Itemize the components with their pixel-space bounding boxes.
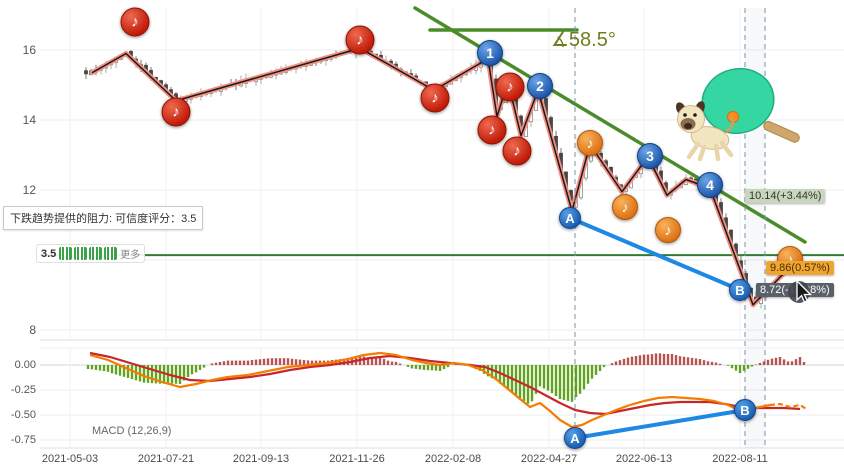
x-axis-tick-label: 2021-11-26 <box>329 453 385 465</box>
x-axis-tick-label: 2022-08-11 <box>712 453 768 465</box>
macd-point-badge-B[interactable]: B <box>734 399 756 421</box>
pattern-thumbnail-icon-4[interactable] <box>104 247 118 260</box>
macd-axis-tick-label: -0.25 <box>10 384 36 396</box>
pivot-note-badge-red-5[interactable]: ♪ <box>477 115 507 145</box>
price-tag-2: 9.86(0.57%) <box>766 261 834 275</box>
y-axis-tick-label: 16 <box>22 43 36 57</box>
x-axis-tick-label: 2022-04-27 <box>520 453 578 465</box>
pivot-note-badge-red-6[interactable]: ♪ <box>495 72 525 102</box>
x-axis-tick-label: 2021-09-13 <box>232 453 290 465</box>
pivot-note-badge-red-1[interactable]: ♪ <box>120 7 150 37</box>
mascot-dog-paddle-image <box>675 68 800 162</box>
pattern-thumbnail-icon-3[interactable] <box>89 247 103 260</box>
support-point-badge-B[interactable]: B <box>729 279 751 301</box>
trendline-touch-badge-2[interactable]: 2 <box>527 73 553 99</box>
pivot-note-badge-orange-1[interactable]: ♪ <box>577 130 603 156</box>
macd-point-badge-A[interactable]: A <box>564 427 586 449</box>
price-tag-1: 10.14(+3.44%) <box>745 189 826 203</box>
macd-axis-tick-label: -0.75 <box>10 434 36 446</box>
resistance-tooltip: 下跌趋势提供的阻力: 可信度评分：3.5 <box>3 206 204 230</box>
mouse-cursor-icon <box>788 279 813 303</box>
x-axis-tick-label: 2022-02-08 <box>424 453 482 465</box>
more-patterns-label[interactable]: 更多 <box>120 250 141 261</box>
pivot-note-badge-red-4[interactable]: ♪ <box>420 83 450 113</box>
macd-indicator-label: MACD (12,26,9) <box>92 425 172 437</box>
pivot-note-badge-orange-2[interactable]: ♪ <box>612 194 638 220</box>
x-axis-tick-label: 2021-07-21 <box>137 453 195 465</box>
macd-axis-tick-label: 0.00 <box>14 359 36 371</box>
trendline-touch-badge-4[interactable]: 4 <box>697 172 723 198</box>
macd-axis-tick-label: -0.50 <box>10 409 36 421</box>
x-axis-tick-label: 2021-05-03 <box>41 453 99 465</box>
trendline-angle-label: ∡58.5° <box>551 29 616 51</box>
y-axis-tick-label: 12 <box>22 183 36 197</box>
pattern-thumbnail-icon-1[interactable] <box>59 247 73 260</box>
trendline-touch-badge-1[interactable]: 1 <box>477 40 503 66</box>
trendline-touch-badge-3[interactable]: 3 <box>637 143 663 169</box>
pivot-note-badge-red-7[interactable]: ♪ <box>502 136 532 166</box>
pattern-thumbnail-icon-2[interactable] <box>74 247 88 260</box>
y-axis-tick-label: 8 <box>29 323 36 337</box>
x-axis-tick-label: 2022-06-13 <box>615 453 673 465</box>
y-axis-tick-label: 14 <box>22 113 36 127</box>
pattern-icon-strip <box>59 247 118 260</box>
pivot-note-badge-red-2[interactable]: ♪ <box>161 97 191 127</box>
credibility-score-row: 3.5 更多 <box>36 244 146 263</box>
credibility-score-value: 3.5 <box>41 247 57 260</box>
pivot-note-badge-orange-3[interactable]: ♪ <box>655 217 681 243</box>
support-point-badge-A[interactable]: A <box>559 207 581 229</box>
pivot-note-badge-red-3[interactable]: ♪ <box>345 25 375 55</box>
